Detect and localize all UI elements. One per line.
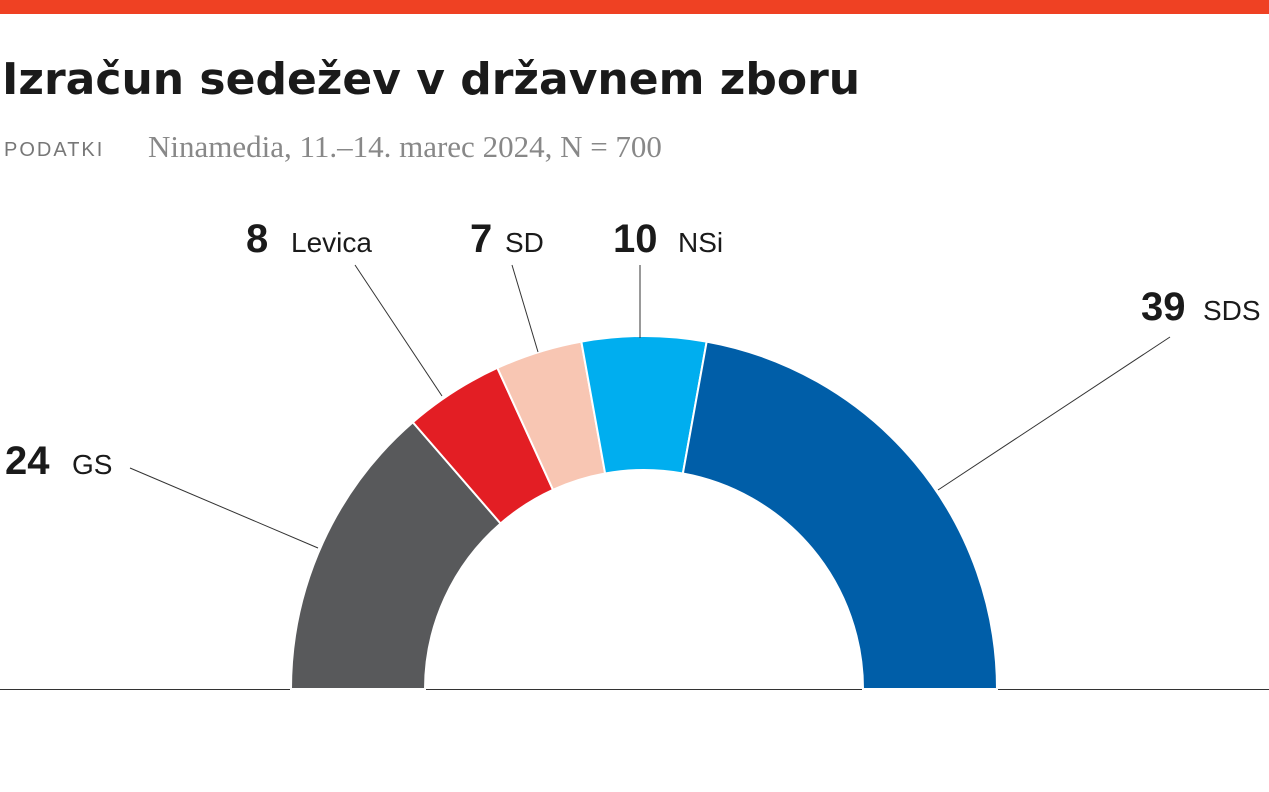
leader-line <box>937 336 1171 491</box>
chart-subtitle: Ninamedia, 11.–14. marec 2024, N = 700 <box>148 129 662 164</box>
category-label: GS <box>72 449 112 480</box>
category-label: SD <box>505 227 544 258</box>
category-label: SDS <box>1203 295 1261 326</box>
top-bar <box>0 0 1269 14</box>
value-label: 24 <box>5 439 50 483</box>
leader-line <box>354 264 443 397</box>
value-label: 10 <box>613 217 658 261</box>
leader-line <box>129 467 319 549</box>
value-label: 8 <box>246 217 268 261</box>
value-label: 7 <box>470 217 492 261</box>
chart-title: Izračun sedežev v državnem zboru <box>2 54 860 105</box>
category-label: Levica <box>291 227 372 258</box>
leader-line <box>511 264 539 353</box>
seat-segment <box>681 340 999 690</box>
value-label: 39 <box>1141 285 1186 329</box>
category-label: NSi <box>678 227 723 258</box>
source-label: PODATKI <box>4 139 104 161</box>
